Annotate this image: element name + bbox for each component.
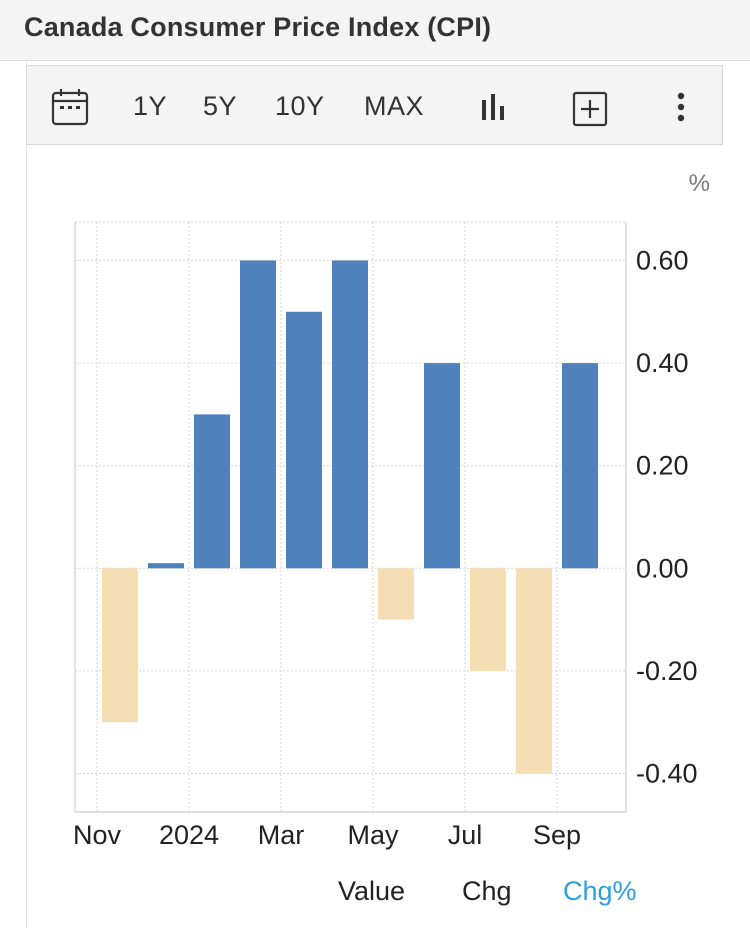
chart-panel xyxy=(26,62,750,928)
x-tick-label: Jul xyxy=(448,820,483,850)
bar-oct-2024 xyxy=(562,363,598,569)
calendar-icon[interactable] xyxy=(51,88,89,131)
bar-may-2024 xyxy=(332,260,368,569)
chart-area: 0.60 0.40 0.20 0.00 -0.20 -0.40% Nov 2024 Mar May… xyxy=(0,150,750,860)
range-1y-button[interactable]: 1Y xyxy=(133,91,168,121)
x-tick-label: 2024 xyxy=(159,820,219,850)
bar-jul-2024 xyxy=(424,363,460,569)
y-tick-label: 0.40 xyxy=(636,348,689,378)
chart-toolbar: 1Y 5Y 10Y MAX xyxy=(26,65,723,145)
range-max-button[interactable]: MAX xyxy=(364,91,425,121)
bar-sep-2024 xyxy=(516,568,552,774)
title-bar: Canada Consumer Price Index (CPI) xyxy=(0,0,750,61)
bar-aug-2024 xyxy=(470,568,506,671)
x-tick-label: Sep xyxy=(533,820,581,850)
y-unit-label: % xyxy=(689,170,710,197)
bar-mar-2024 xyxy=(240,260,276,569)
bar-feb-2024 xyxy=(194,414,230,569)
cpi-bar-chart: 0.60 0.40 0.20 0.00 -0.20 -0.40% Nov 2024 Mar May… xyxy=(73,170,710,850)
bar-dec-2023 xyxy=(102,568,138,723)
add-icon[interactable] xyxy=(572,91,608,132)
x-tick-label: Nov xyxy=(73,820,122,850)
tab-chg-percent[interactable]: Chg% xyxy=(563,876,637,906)
range-5y-button[interactable]: 5Y xyxy=(203,91,238,121)
more-icon[interactable] xyxy=(675,92,687,127)
x-tick-label: May xyxy=(347,820,399,850)
x-tick-label: Mar xyxy=(258,820,305,850)
bar-jan-2024 xyxy=(148,563,184,569)
y-tick-label: -0.40 xyxy=(636,759,698,789)
y-tick-label: 0.20 xyxy=(636,451,689,481)
tab-value[interactable]: Value xyxy=(338,876,406,906)
bar-chart-icon[interactable] xyxy=(479,92,509,127)
page-title: Canada Consumer Price Index (CPI) xyxy=(24,12,492,42)
bar-jun-2024 xyxy=(378,568,414,620)
y-tick-label: 0.60 xyxy=(636,245,689,275)
y-tick-label: -0.20 xyxy=(636,656,698,686)
y-tick-label: 0.00 xyxy=(636,553,689,583)
range-10y-button[interactable]: 10Y xyxy=(275,91,325,121)
tab-chg[interactable]: Chg xyxy=(462,876,512,906)
bar-apr-2024 xyxy=(286,311,322,569)
